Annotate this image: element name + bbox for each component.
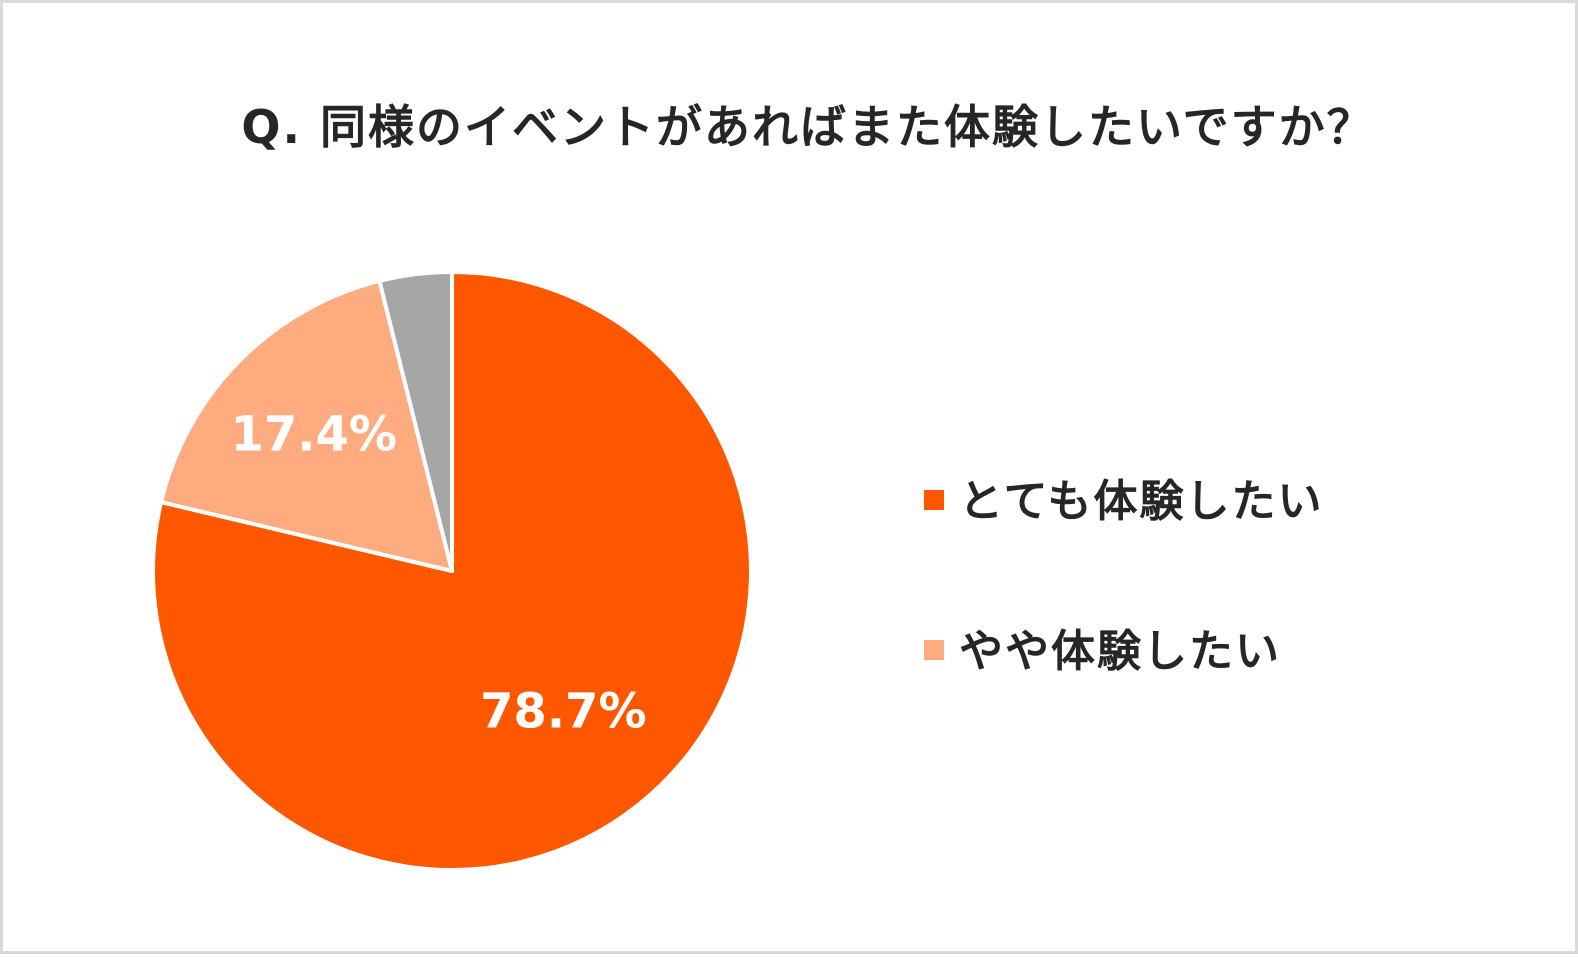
pie-slice [159, 278, 454, 573]
chart-title: Q. 同様のイベントがあればまた体験したいですか？ [241, 100, 1375, 154]
legend-swatch [924, 490, 944, 510]
legend-label: とても体験したい [959, 476, 1324, 527]
pie-slice [377, 270, 454, 573]
slice-data-label: 17.4% [230, 406, 397, 462]
pie-slice [151, 270, 753, 872]
pie-chart: 78.7% 17.4% [151, 270, 753, 872]
legend-swatch [924, 640, 944, 660]
slice-data-label: 78.7% [480, 684, 647, 740]
legend-label: やや体験したい [959, 626, 1281, 677]
